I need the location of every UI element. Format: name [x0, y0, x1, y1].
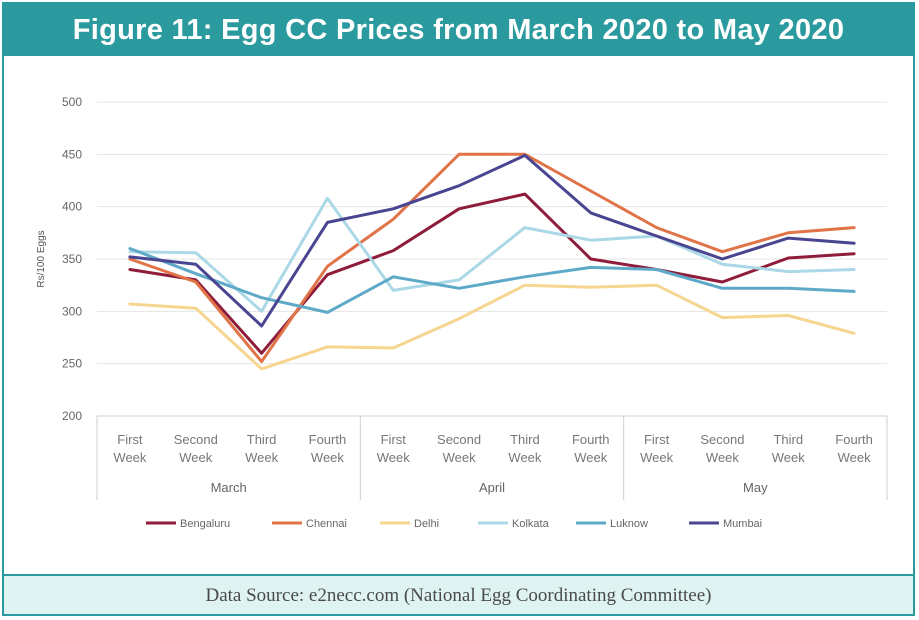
x-tick-label: First Week	[377, 432, 410, 465]
legend-label-mumbai: Mumbai	[723, 518, 762, 530]
legend-label-luknow: Luknow	[610, 518, 648, 530]
x-group-label-may: May	[743, 480, 768, 495]
y-tick-300: 300	[62, 304, 82, 318]
y-tick-200: 200	[62, 409, 82, 423]
data-source: Data Source: e2necc.com (National Egg Co…	[4, 574, 913, 614]
x-tick-label: Second Week	[174, 432, 218, 465]
figure-title: Figure 11: Egg CC Prices from March 2020…	[4, 4, 913, 56]
y-axis-label: Rs/100 Eggs	[36, 230, 47, 287]
series-line-delhi	[128, 283, 856, 371]
legend-label-chennai: Chennai	[306, 518, 347, 530]
x-tick-label: Second Week	[437, 432, 481, 465]
y-tick-450: 450	[62, 147, 82, 161]
x-group-label-march: March	[211, 480, 247, 495]
y-tick-500: 500	[62, 95, 82, 109]
x-tick-label: Second Week	[700, 432, 744, 465]
x-tick-label: Fourth Week	[309, 432, 347, 465]
grid-lines	[97, 101, 887, 417]
series-line-bengaluru	[128, 192, 856, 355]
y-tick-400: 400	[62, 200, 82, 214]
y-axis-ticks: 200 250 300 350 400 450 500	[62, 95, 82, 423]
line-chart: 200 250 300 350 400 450 500 Rs/100 Eggs First W…	[36, 95, 888, 530]
x-tick-label: First Week	[113, 432, 146, 465]
x-tick-label: Third Week	[772, 432, 805, 465]
x-group-label-april: April	[479, 480, 505, 495]
series-line-kolkata	[128, 196, 856, 313]
legend: Bengaluru Chennai Delhi Kolkata Luknow Mumbai	[146, 518, 762, 530]
x-tick-label: Fourth Week	[572, 432, 610, 465]
legend-label-delhi: Delhi	[414, 518, 439, 530]
x-tick-label: First Week	[640, 432, 673, 465]
x-tick-label: Fourth Week	[835, 432, 873, 465]
legend-label-bengaluru: Bengaluru	[180, 518, 230, 530]
x-tick-label: Third Week	[245, 432, 278, 465]
y-tick-350: 350	[62, 252, 82, 266]
series-lines	[128, 152, 856, 371]
series-line-luknow	[128, 247, 856, 314]
series-line-mumbai	[128, 153, 856, 328]
x-axis: First Week Second Week Third Week Fourth Week Ma…	[96, 415, 888, 500]
x-tick-label: Third Week	[508, 432, 541, 465]
y-tick-250: 250	[62, 357, 82, 371]
legend-label-kolkata: Kolkata	[512, 518, 550, 530]
series-line-chennai	[128, 152, 856, 364]
